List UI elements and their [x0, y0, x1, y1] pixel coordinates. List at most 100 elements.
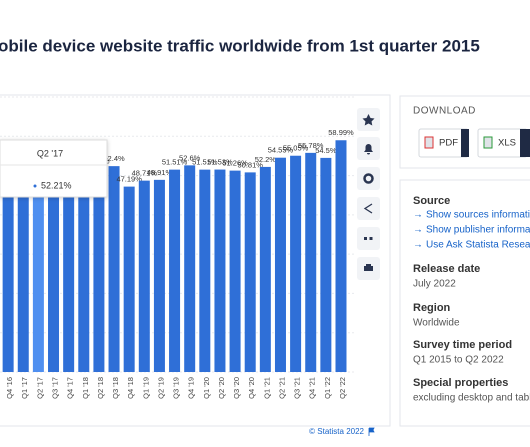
field-value: Q1 2015 to Q2 2022 — [413, 355, 504, 366]
plot: 43.1%44.69%49.7%52.21%52%51.9%51.9%51.8%… — [0, 96, 354, 373]
bar — [259, 166, 271, 372]
bar — [48, 167, 60, 372]
settings-button[interactable] — [357, 167, 380, 190]
tooltip-category: Q2 '17 — [37, 148, 63, 158]
value-label: 52.4% — [103, 154, 125, 163]
x-tick-label: Q3 '18 — [111, 377, 120, 399]
bar — [214, 169, 226, 372]
source-heading: Source — [413, 195, 450, 207]
x-tick-label: Q2 '19 — [156, 377, 165, 399]
bar — [199, 169, 211, 372]
value-label: 47.19% — [116, 175, 142, 184]
bar — [320, 157, 332, 372]
quote-icon — [364, 237, 373, 240]
value-label: 51.51% — [162, 158, 188, 167]
x-tick-label: Q1 '19 — [141, 377, 150, 399]
bar — [184, 165, 196, 372]
x-tick-label: Q2 '21 — [277, 377, 286, 399]
xls-icon — [483, 136, 493, 149]
title: obile device website traffic worldwide f… — [0, 36, 480, 55]
link-arrow: → — [413, 240, 423, 251]
print-icon — [364, 264, 373, 271]
credit: © Statista 2022 — [309, 427, 364, 436]
x-tick-label: Q4 '16 — [5, 377, 14, 399]
source-link[interactable]: Show publisher informa — [426, 225, 530, 236]
bar — [169, 169, 181, 372]
pdf-icon — [424, 136, 434, 149]
field-value: July 2022 — [413, 279, 456, 290]
x-tick-label: Q3 '20 — [232, 377, 241, 399]
value-label: 52.2% — [255, 155, 277, 164]
x-tick-label: Q4 '18 — [126, 377, 135, 399]
x-tick-label: Q4 '21 — [308, 377, 317, 399]
tooltip-value: 52.21% — [41, 180, 72, 190]
bar — [78, 168, 90, 372]
bar — [123, 186, 135, 372]
x-tick-label: Q3 '21 — [293, 377, 302, 399]
bar — [32, 166, 44, 372]
x-tick-label: Q1 '17 — [20, 377, 29, 399]
x-tick-label: Q3 '17 — [51, 377, 60, 399]
tooltip-dot — [33, 184, 37, 188]
value-label: 55.78% — [298, 141, 324, 150]
tooltip: Q2 '17 52.21% — [0, 139, 108, 198]
tooltip-box — [0, 139, 108, 198]
field-value: excluding desktop and tabl — [413, 393, 530, 404]
xls-plus[interactable] — [520, 129, 530, 157]
value-label: 51.51% — [192, 158, 218, 167]
bar — [305, 152, 317, 372]
bar — [244, 172, 256, 372]
bar — [108, 166, 120, 372]
field-label: Special properties — [413, 377, 508, 389]
share-button[interactable] — [357, 197, 380, 220]
x-tick-label: Q2 '18 — [96, 377, 105, 399]
xls-label: XLS — [498, 138, 516, 149]
pdf-plus[interactable] — [461, 129, 469, 157]
bell-icon — [364, 144, 373, 155]
x-tick-label: Q3 '19 — [172, 377, 181, 399]
value-label: 51.26% — [222, 159, 248, 168]
value-label: 50.81% — [237, 160, 263, 169]
x-tick-label: Q2 '17 — [35, 377, 44, 399]
link-arrow: → — [413, 225, 423, 236]
link-arrow: → — [413, 210, 423, 221]
info: → Show sources informati→ Show publisher i… — [413, 210, 530, 404]
info-panel — [399, 179, 530, 427]
bar — [229, 170, 241, 372]
share-icon — [363, 203, 373, 214]
gear-icon — [363, 173, 374, 184]
bar — [17, 176, 29, 372]
bar — [63, 168, 75, 372]
download-heading: DOWNLOAD — [413, 106, 476, 117]
x-tick-label: Q1 '21 — [262, 377, 271, 399]
value-label: 54.55% — [268, 146, 294, 155]
field-value: Worldwide — [413, 318, 460, 329]
x-tick-label: Q1 '22 — [323, 377, 332, 399]
bar — [153, 179, 165, 372]
bar — [138, 180, 150, 372]
x-tick-label: Q4 '17 — [66, 377, 75, 399]
toolbar — [357, 108, 380, 280]
value-label: 48.71% — [132, 169, 158, 178]
x-tick-label: Q1 '18 — [81, 377, 90, 399]
bar — [274, 157, 286, 372]
cite-button[interactable] — [357, 227, 380, 250]
bar — [335, 140, 347, 372]
value-label: 52.6% — [179, 153, 201, 162]
x-tick-label: Q4 '19 — [187, 377, 196, 399]
value-label: 58.99% — [328, 128, 354, 137]
bar — [290, 155, 302, 372]
source-link[interactable]: Use Ask Statista Researc — [426, 240, 530, 251]
source-link[interactable]: Show sources informati — [426, 210, 530, 221]
x-tick-label: Q2 '20 — [217, 377, 226, 399]
bar — [2, 196, 14, 372]
x-tick-label: Q1 '20 — [202, 377, 211, 399]
value-label: 51.53% — [207, 158, 233, 167]
bar — [93, 168, 105, 372]
field-label: Region — [413, 302, 451, 314]
x-tick-label: Q4 '20 — [247, 377, 256, 399]
value-label: 55.05% — [283, 144, 309, 153]
value-label: 48.91% — [147, 168, 173, 177]
star-icon — [362, 114, 375, 126]
